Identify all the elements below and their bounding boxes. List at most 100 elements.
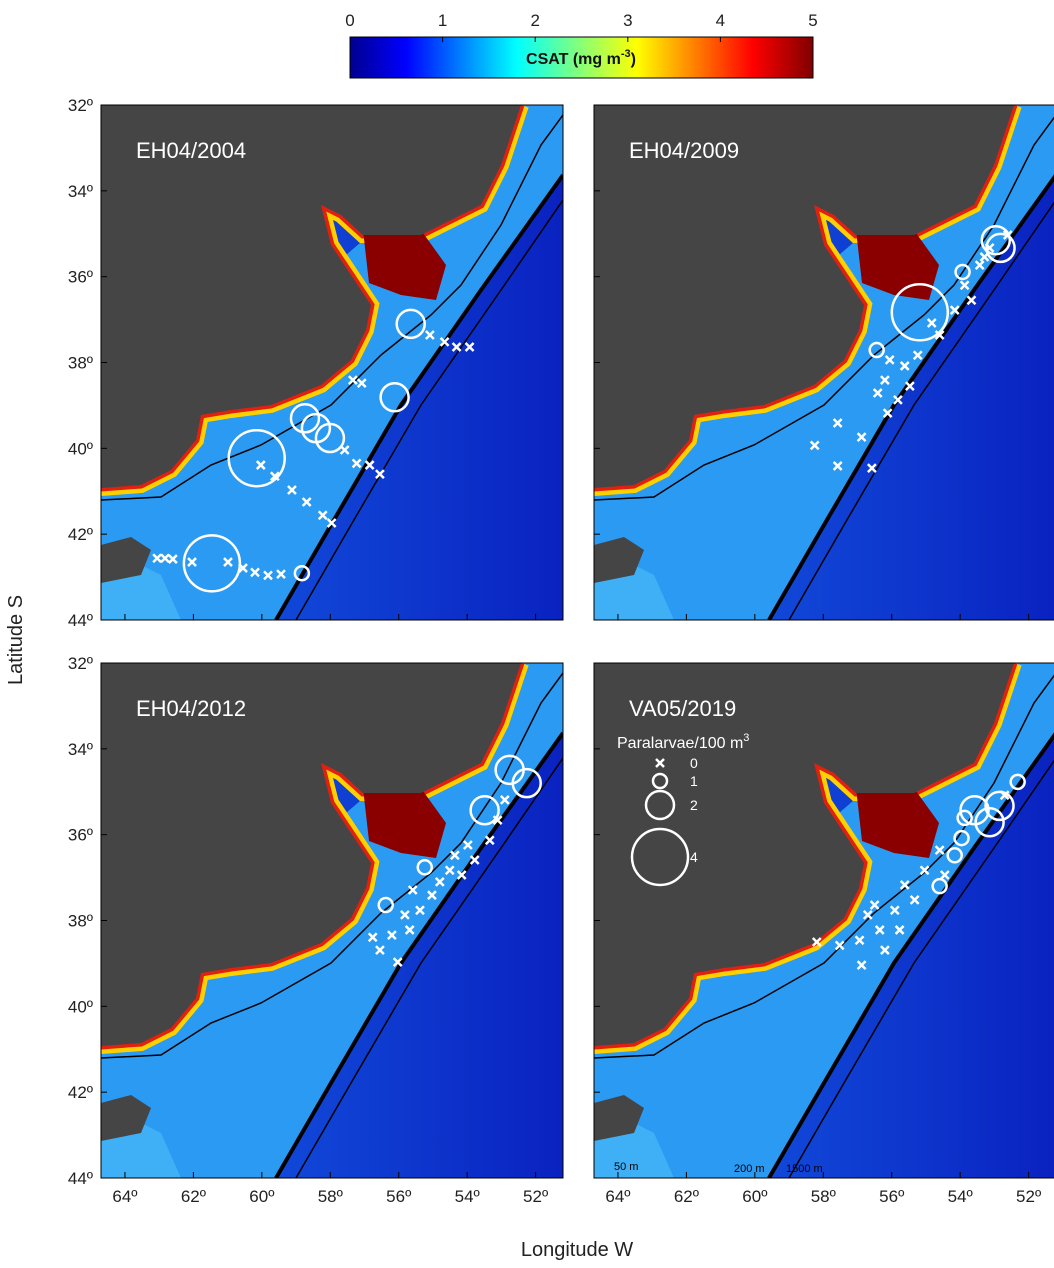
cross-stroke (834, 940, 845, 951)
station-cross (894, 925, 905, 935)
x-tick-label: 64º (112, 1187, 137, 1206)
cross-stroke (893, 394, 903, 405)
station-cross (462, 840, 473, 850)
x-tick-label: 52º (523, 1187, 548, 1206)
station-circle (953, 829, 970, 847)
cross-stroke (880, 945, 890, 955)
x-tick-label: 58º (811, 1187, 836, 1206)
station-cross (854, 935, 865, 946)
cross-stroke (407, 885, 418, 895)
cross-stroke (255, 460, 266, 470)
cross-stroke (912, 350, 923, 361)
station-cross (255, 460, 266, 470)
legend-title: Paralarvae/100 m3 (617, 732, 749, 752)
cross-stroke (375, 469, 385, 479)
cross-stroke (400, 910, 410, 920)
map-background (594, 105, 1054, 620)
cross-stroke (449, 850, 460, 861)
station-cross (301, 497, 312, 507)
cross-stroke (287, 485, 297, 495)
cross-stroke (869, 900, 880, 910)
station-cross (404, 925, 415, 935)
cross-stroke (223, 557, 233, 567)
station-cross (862, 910, 873, 920)
cross-stroke (464, 342, 475, 352)
station-cross (834, 940, 845, 951)
cross-stroke (872, 388, 883, 398)
station-cross (867, 463, 877, 473)
cross-stroke (919, 865, 930, 876)
station-circle (377, 896, 394, 914)
station-cross (655, 758, 665, 768)
x-tick-label: 58º (318, 1187, 343, 1206)
station-cross (375, 945, 385, 955)
cross-stroke (862, 910, 873, 920)
station-circle (293, 564, 311, 582)
x-axis-label: Longitude W (521, 1239, 633, 1261)
cross-stroke (959, 280, 970, 291)
station-cross (167, 554, 178, 564)
isobath-label: 50 m (614, 1161, 638, 1173)
cross-stroke (874, 925, 885, 935)
station-cross (832, 418, 843, 428)
station-cross (187, 557, 197, 567)
map-panel (101, 663, 563, 1178)
cross-stroke (263, 570, 273, 581)
station-cross (367, 932, 378, 943)
colorbar-tick-label: 3 (623, 11, 632, 30)
colorbar-tick-label: 2 (530, 11, 539, 30)
map-background (101, 105, 563, 620)
x-tick-label: 56º (386, 1187, 411, 1206)
cross-stroke (434, 876, 445, 887)
y-tick-label: 44º (68, 611, 93, 630)
y-tick-label: 32º (68, 96, 93, 115)
station-circle (630, 827, 690, 887)
cross-stroke (856, 432, 867, 443)
station-cross (966, 295, 977, 306)
colorbar-tick-label: 0 (345, 11, 354, 30)
station-cross (456, 870, 467, 880)
station-cross (276, 569, 286, 579)
x-tick-label: 60º (249, 1187, 274, 1206)
station-cross (364, 460, 375, 470)
cross-stroke (894, 925, 905, 935)
station-cross (250, 567, 260, 578)
station-cross (238, 563, 248, 573)
panel-frame (593, 104, 1054, 621)
cross-stroke (856, 960, 867, 971)
station-cross (356, 378, 367, 388)
station-circle (469, 794, 500, 826)
cross-stroke (427, 890, 437, 901)
cross-stroke (462, 840, 473, 850)
station-cross (351, 458, 362, 469)
y-axis-label: Latitude S (5, 595, 27, 685)
cross-stroke (889, 905, 900, 916)
station-cross (434, 876, 445, 887)
station-circle (227, 428, 286, 488)
station-cross (811, 937, 822, 947)
colorbar-tick-label: 1 (438, 11, 447, 30)
y-tick-label: 44º (68, 1169, 93, 1188)
y-tick-label: 38º (68, 354, 93, 373)
cross-stroke (949, 305, 960, 316)
cross-stroke (469, 855, 480, 865)
station-cross (400, 910, 410, 920)
cross-stroke (439, 337, 450, 347)
cross-stroke (424, 330, 435, 340)
cross-stroke (934, 330, 945, 340)
cross-stroke (364, 460, 375, 470)
y-tick-label: 32º (68, 654, 93, 673)
cross-stroke (939, 870, 950, 880)
station-circle (644, 789, 676, 821)
station-cross (444, 865, 455, 876)
station-cross (874, 925, 885, 935)
station-circle (985, 232, 1016, 264)
cross-stroke (317, 510, 328, 521)
cross-stroke (456, 870, 467, 880)
cross-stroke (152, 553, 163, 564)
cross-stroke (854, 935, 865, 946)
cross-stroke (882, 408, 893, 419)
station-cross (223, 557, 233, 567)
cross-stroke (167, 554, 178, 564)
